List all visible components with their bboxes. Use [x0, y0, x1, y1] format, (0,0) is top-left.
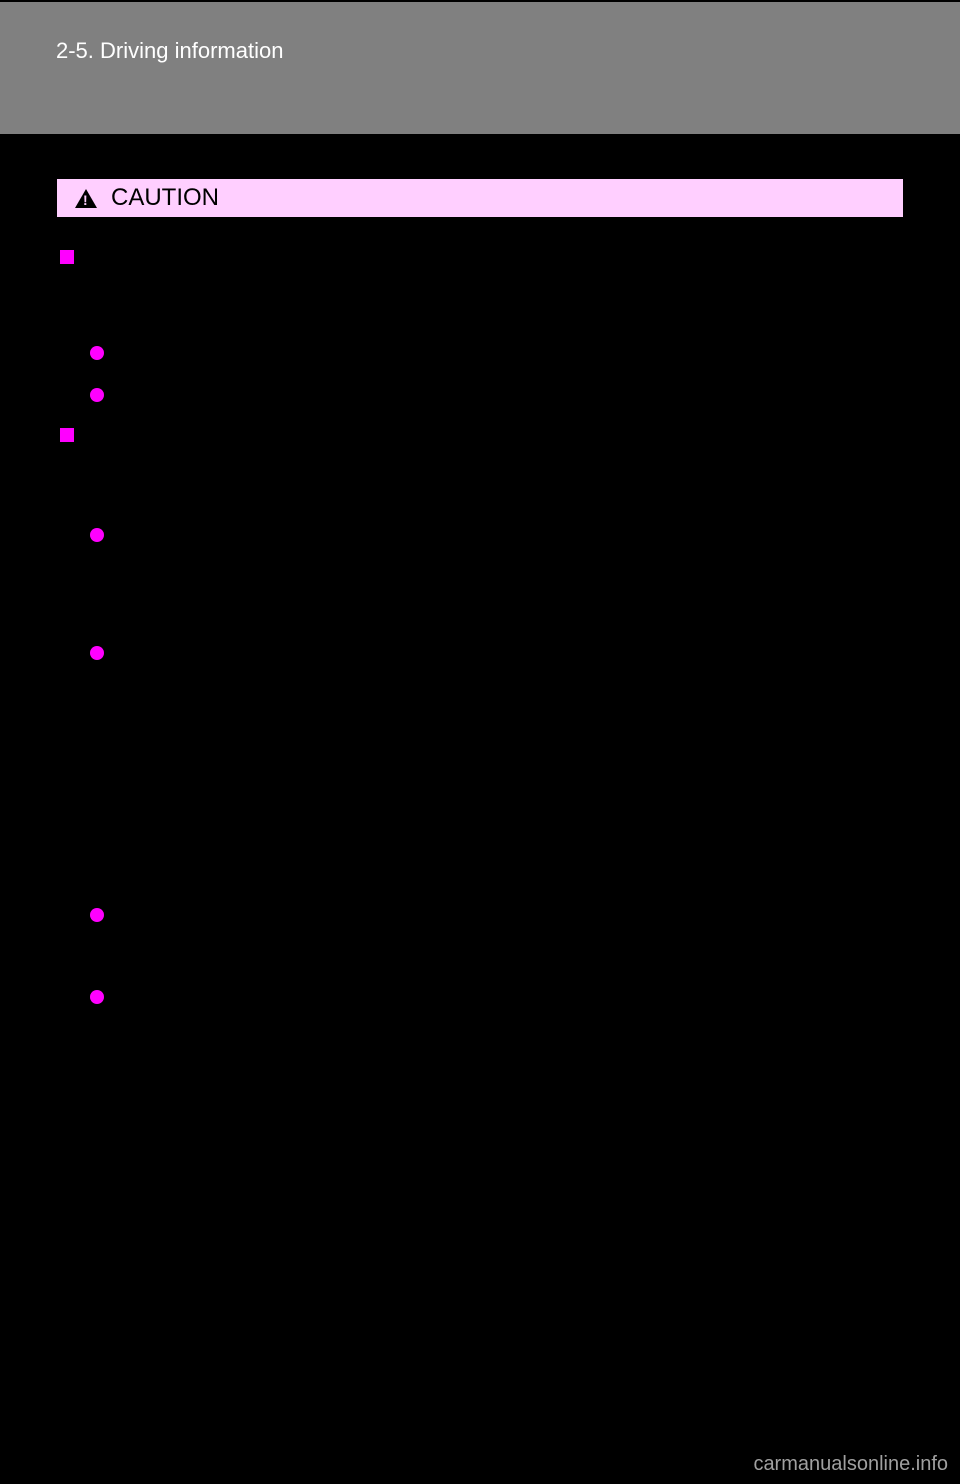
caution-label: CAUTION	[111, 184, 219, 212]
circle-bullet-icon	[90, 908, 104, 922]
section-1-heading	[60, 246, 904, 264]
circle-bullet-icon	[90, 990, 104, 1004]
square-bullet-icon	[60, 428, 74, 442]
page-header: 2-5. Driving information	[0, 2, 960, 134]
circle-bullet-icon	[90, 646, 104, 660]
circle-bullet-icon	[90, 388, 104, 402]
caution-box: CAUTION	[56, 178, 904, 218]
bullet-item	[60, 524, 904, 542]
section-1	[56, 246, 904, 402]
caution-icon	[75, 189, 97, 208]
circle-bullet-icon	[90, 346, 104, 360]
bullet-item	[60, 384, 904, 402]
square-bullet-icon	[60, 250, 74, 264]
section-title: 2-5. Driving information	[56, 38, 960, 64]
section-2-heading	[60, 424, 904, 442]
bullet-item	[60, 642, 904, 660]
content-area: CAUTION	[0, 134, 960, 1004]
section-2	[56, 424, 904, 1004]
footer-watermark: carmanualsonline.info	[753, 1453, 948, 1476]
bullet-item	[60, 342, 904, 360]
circle-bullet-icon	[90, 528, 104, 542]
bullet-item	[60, 904, 904, 922]
bullet-item	[60, 986, 904, 1004]
